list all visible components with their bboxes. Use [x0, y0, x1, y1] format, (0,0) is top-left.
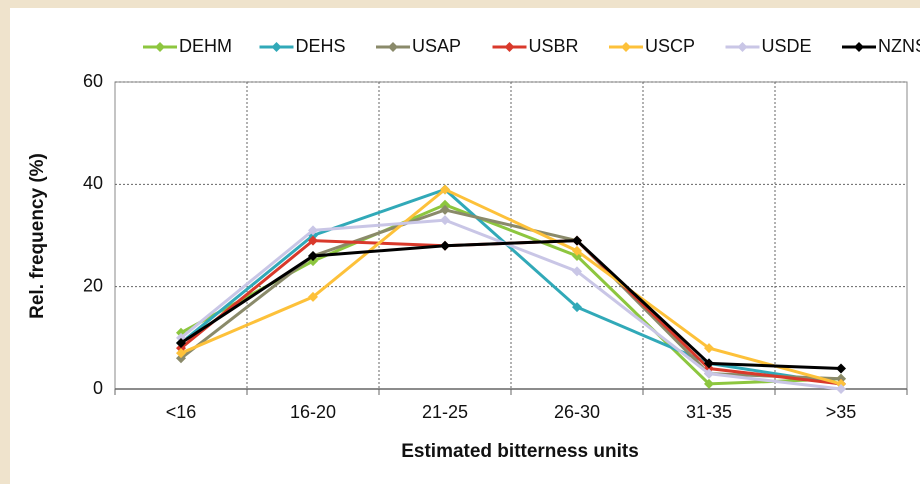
data-point: [440, 199, 450, 210]
x-axis-label: Estimated bitterness units: [401, 441, 639, 462]
data-point: [440, 215, 450, 226]
data-point: [176, 353, 186, 364]
data-point: [308, 225, 318, 236]
y-tick-label: 60: [83, 71, 103, 91]
series-line: [180, 187, 842, 386]
y-tick-label: 20: [83, 275, 103, 295]
series-line: [180, 187, 842, 386]
legend-label: USDE: [762, 36, 812, 56]
data-point: [704, 343, 714, 354]
data-point: [440, 204, 450, 215]
legend-marker: [155, 42, 165, 52]
x-tick-label: 21-25: [422, 402, 468, 422]
data-point: [836, 378, 846, 389]
legend-marker: [504, 42, 515, 52]
y-tick-label: 0: [93, 378, 103, 398]
series-line: [180, 208, 842, 381]
data-point: [440, 184, 450, 195]
legend-label: DEHS: [296, 36, 346, 56]
data-point: [308, 291, 318, 302]
legend-label: DEHM: [179, 36, 232, 56]
data-point: [836, 384, 846, 394]
data-point: [836, 373, 846, 384]
data-point: [704, 378, 714, 389]
x-tick-label: 26-30: [554, 402, 600, 422]
data-point: [836, 363, 846, 374]
data-point: [572, 235, 582, 246]
legend-label: NZNS: [878, 36, 920, 56]
legend-label: USBR: [529, 36, 579, 56]
x-tick-label: <16: [166, 402, 197, 422]
x-tick-label: 31-35: [686, 402, 732, 422]
legend-marker: [621, 42, 631, 52]
series-line: [180, 218, 842, 391]
legend-marker: [388, 42, 398, 52]
x-tick-label: >35: [826, 402, 857, 422]
legend-marker: [271, 42, 282, 52]
data-point: [176, 348, 186, 359]
y-tick-label: 40: [83, 173, 103, 193]
data-point: [308, 250, 318, 261]
data-point: [704, 368, 714, 379]
data-point: [572, 266, 582, 277]
data-point: [572, 302, 582, 313]
data-point: [308, 235, 318, 246]
data-point: [440, 240, 450, 251]
x-tick-label: 16-20: [290, 402, 336, 422]
legend-label: USCP: [645, 36, 695, 56]
data-point: [704, 358, 714, 369]
y-axis-label: Rel. frequency (%): [27, 153, 48, 319]
legend-label: USAP: [412, 36, 461, 56]
series-line: [180, 239, 842, 371]
data-point: [176, 337, 186, 348]
legend-marker: [854, 42, 864, 52]
legend-marker: [737, 42, 748, 52]
data-point: [572, 245, 582, 256]
